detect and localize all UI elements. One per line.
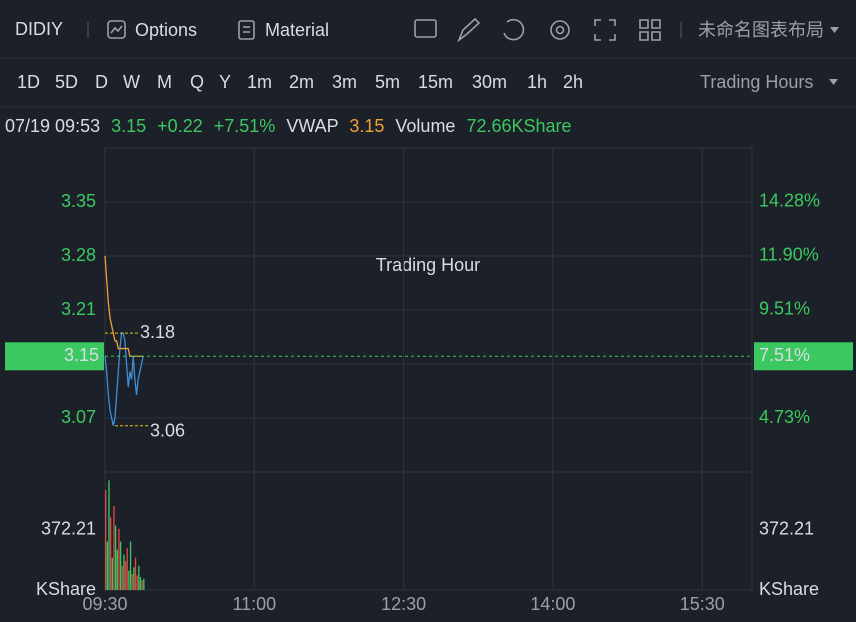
layout-name[interactable]: 未命名图表布局: [698, 20, 824, 40]
timeframe[interactable]: 1h: [527, 72, 547, 92]
volume-bar: [131, 573, 133, 590]
volume-label: Volume: [395, 116, 455, 136]
volume-bar: [123, 554, 125, 590]
volume-bar: [126, 548, 128, 590]
volume-bar: [143, 578, 145, 590]
volume-bar: [136, 575, 138, 590]
volume-bar: [111, 557, 113, 590]
y2-tick-label: 14.28%: [759, 191, 820, 211]
volume-bar: [121, 565, 123, 590]
volume-tick-label: 372.21: [759, 519, 814, 539]
volume-bar: [141, 580, 143, 590]
timeframe[interactable]: 2m: [289, 72, 314, 92]
volume-bar: [116, 549, 118, 590]
volume-bar: [113, 506, 115, 590]
change-pct: +7.51%: [214, 116, 276, 136]
price-line: [104, 332, 144, 426]
volume-bar: [124, 560, 127, 590]
volume-bar: [118, 528, 120, 590]
symbol[interactable]: DIDIY: [15, 19, 63, 39]
x-tick-label: 14:00: [530, 594, 575, 614]
volume-unit: KShare: [36, 579, 96, 599]
y2-tick-label: 4.73%: [759, 407, 810, 427]
volume-bar: [114, 525, 117, 590]
x-tick-label: 11:00: [232, 594, 276, 614]
low-label: 3.06: [150, 420, 185, 440]
timeframe[interactable]: 30m: [472, 72, 507, 92]
layout-icon[interactable]: [639, 19, 661, 41]
undo-icon[interactable]: [503, 18, 525, 41]
watermark: Trading Hour: [376, 255, 480, 275]
timeframe[interactable]: W: [123, 72, 140, 92]
timeframe[interactable]: 15m: [418, 72, 453, 92]
volume: 72.66KShare: [466, 116, 571, 136]
volume-bar: [106, 541, 108, 590]
change: +0.22: [157, 116, 203, 136]
timeframe[interactable]: Q: [190, 72, 204, 92]
y-tick-label: 3.07: [61, 407, 96, 427]
volume-bar: [119, 541, 122, 590]
volume-bar: [129, 541, 132, 590]
x-tick-label: 12:30: [381, 594, 426, 614]
volume-bar: [133, 567, 135, 590]
timeframe[interactable]: 5D: [55, 72, 78, 92]
trading-hours[interactable]: Trading Hours: [700, 72, 813, 92]
settings-icon: [555, 25, 565, 35]
material-button[interactable]: Material: [265, 20, 329, 40]
last-pct-badge: [754, 342, 853, 371]
y-tick-label: 3.35: [61, 191, 96, 211]
volume-bar: [108, 480, 110, 590]
options-icon: [110, 25, 123, 34]
x-tick-label: 15:30: [680, 594, 725, 614]
timeframe[interactable]: 3m: [332, 72, 357, 92]
draw-icon[interactable]: [457, 17, 481, 43]
chart: 09:3011:0012:3014:0015:303.073.143.213.2…: [5, 147, 853, 614]
y-tick-label: 3.21: [61, 299, 96, 319]
volume-unit: KShare: [759, 579, 819, 599]
dropdown-arrow: [829, 79, 838, 85]
timeframe[interactable]: Y: [219, 72, 231, 92]
volume-tick-label: 372.21: [41, 519, 96, 539]
volume-bar: [105, 490, 107, 590]
timeframe[interactable]: D: [95, 72, 108, 92]
options-icon[interactable]: [107, 20, 126, 39]
info-line: 07/19 09:53 3.15 +0.22 +7.51% VWAP 3.15 …: [5, 116, 572, 136]
timeframe[interactable]: 5m: [375, 72, 400, 92]
timeframe[interactable]: 2h: [563, 72, 583, 92]
y2-tick-label: 9.51%: [759, 299, 810, 319]
x-tick-label: 09:30: [82, 594, 127, 614]
timeframe[interactable]: 1D: [17, 72, 40, 92]
timeframe-bar: 1D 5D D W M Q Y 1m 2m 3m 5m 15m 30m 1h 2h: [17, 72, 583, 92]
timeframe[interactable]: 1m: [247, 72, 272, 92]
vwap: 3.15: [349, 116, 384, 136]
dropdown-arrow: [830, 27, 839, 33]
y-tick-label: 3.28: [61, 245, 96, 265]
timeframe[interactable]: M: [157, 72, 172, 92]
settings-icon[interactable]: [550, 20, 570, 40]
volume-bar: [139, 577, 142, 590]
last-price-badge: [5, 342, 104, 371]
indicator-icon[interactable]: [414, 19, 437, 38]
fullscreen-icon[interactable]: [594, 19, 616, 41]
y2-tick-label: 11.90%: [759, 245, 819, 265]
datetime: 07/19 09:53: [5, 116, 100, 136]
last-pct-label: 7.51%: [759, 345, 810, 365]
volume-bar: [109, 517, 112, 590]
volume-bar: [134, 557, 137, 590]
last-price-label: 3.15: [64, 345, 99, 365]
options-button[interactable]: Options: [135, 20, 197, 40]
price: 3.15: [111, 116, 146, 136]
high-label: 3.18: [140, 322, 175, 342]
volume-bar: [138, 565, 140, 590]
vwap-label: VWAP: [286, 116, 338, 136]
volume-bar: [128, 570, 130, 590]
material-icon[interactable]: [238, 20, 255, 40]
